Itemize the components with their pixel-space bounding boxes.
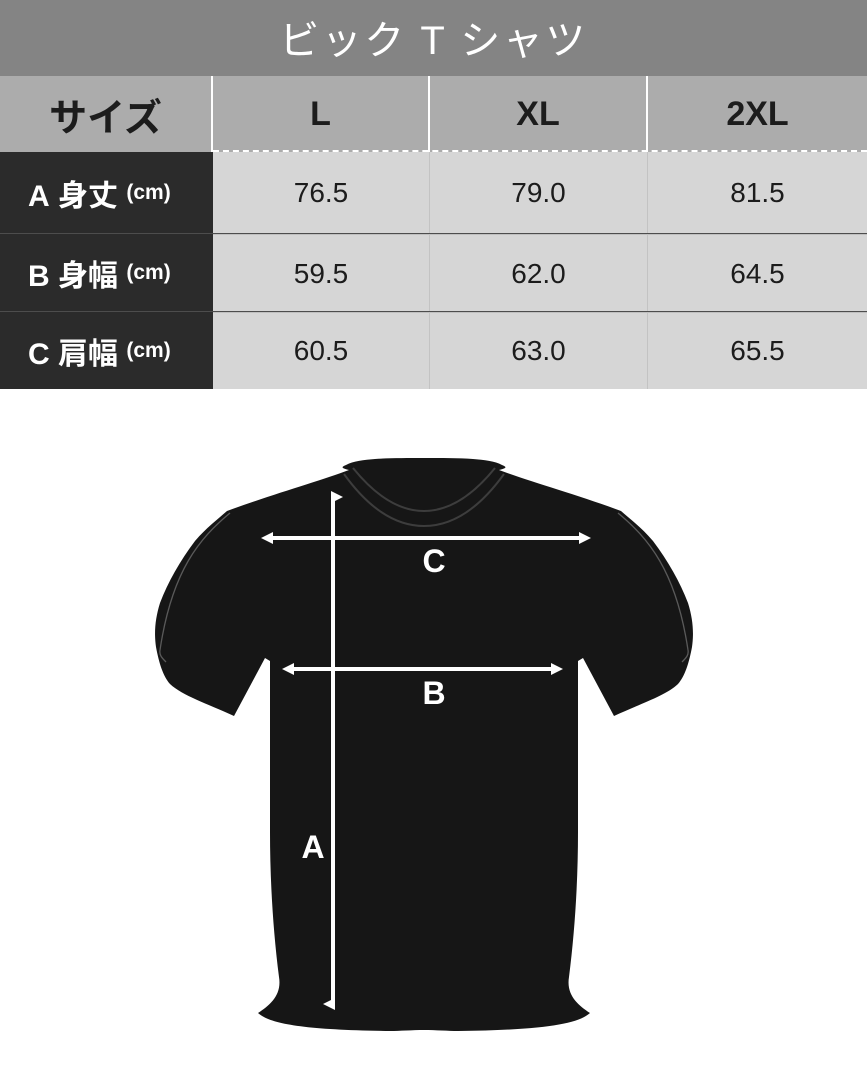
svg-text:C: C: [422, 543, 445, 579]
svg-text:A: A: [301, 829, 324, 865]
svg-text:B: B: [422, 675, 445, 711]
